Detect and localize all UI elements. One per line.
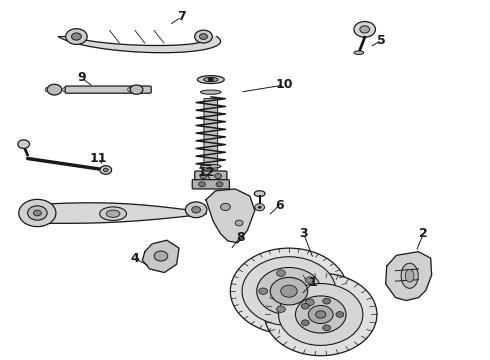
Circle shape: [130, 85, 143, 94]
Text: 5: 5: [377, 33, 386, 47]
Circle shape: [257, 267, 321, 315]
Ellipse shape: [133, 87, 137, 92]
Circle shape: [18, 140, 29, 148]
Polygon shape: [58, 37, 220, 53]
Circle shape: [154, 251, 168, 261]
Ellipse shape: [57, 87, 61, 92]
Ellipse shape: [401, 263, 418, 288]
Circle shape: [235, 220, 243, 226]
Circle shape: [308, 305, 333, 324]
FancyBboxPatch shape: [65, 86, 151, 93]
Circle shape: [354, 22, 375, 37]
Circle shape: [336, 312, 344, 318]
Circle shape: [200, 174, 207, 179]
Circle shape: [199, 34, 207, 40]
Text: 9: 9: [77, 71, 86, 84]
Circle shape: [47, 84, 62, 95]
Ellipse shape: [51, 87, 55, 92]
Circle shape: [305, 299, 314, 306]
Circle shape: [208, 77, 214, 82]
Circle shape: [305, 277, 314, 283]
Circle shape: [242, 257, 336, 325]
Circle shape: [216, 182, 223, 187]
Circle shape: [323, 298, 331, 304]
Circle shape: [195, 30, 212, 43]
Circle shape: [66, 29, 87, 44]
Circle shape: [27, 206, 47, 220]
Circle shape: [279, 284, 363, 345]
Polygon shape: [386, 252, 432, 301]
Text: 12: 12: [197, 166, 215, 179]
FancyBboxPatch shape: [195, 171, 227, 181]
Circle shape: [265, 273, 377, 356]
Circle shape: [255, 204, 265, 211]
Circle shape: [33, 210, 41, 216]
Polygon shape: [25, 203, 206, 223]
Circle shape: [277, 306, 285, 312]
Ellipse shape: [99, 207, 126, 221]
Circle shape: [316, 311, 326, 318]
Circle shape: [192, 207, 200, 213]
Text: 3: 3: [299, 227, 308, 240]
Ellipse shape: [405, 270, 414, 282]
Ellipse shape: [197, 76, 224, 84]
Circle shape: [295, 296, 346, 333]
Circle shape: [277, 270, 285, 276]
Circle shape: [220, 203, 230, 211]
Ellipse shape: [106, 210, 120, 217]
Text: 7: 7: [177, 10, 186, 23]
Text: 1: 1: [309, 276, 318, 289]
Circle shape: [323, 325, 331, 331]
Polygon shape: [143, 240, 179, 273]
Circle shape: [259, 288, 268, 294]
FancyBboxPatch shape: [204, 99, 218, 170]
Polygon shape: [206, 189, 255, 243]
Circle shape: [198, 182, 205, 187]
Circle shape: [281, 285, 297, 297]
Text: 8: 8: [236, 231, 245, 244]
Text: 10: 10: [275, 78, 293, 91]
Ellipse shape: [63, 87, 67, 92]
Ellipse shape: [354, 51, 364, 54]
Circle shape: [100, 166, 112, 174]
Circle shape: [19, 199, 56, 226]
Circle shape: [270, 278, 308, 305]
Ellipse shape: [203, 77, 218, 82]
Ellipse shape: [45, 87, 49, 92]
Circle shape: [301, 320, 309, 325]
FancyBboxPatch shape: [192, 180, 229, 189]
Circle shape: [103, 168, 108, 172]
Ellipse shape: [254, 191, 265, 197]
Ellipse shape: [200, 165, 221, 168]
Ellipse shape: [138, 87, 142, 92]
Circle shape: [301, 303, 309, 309]
Text: 2: 2: [419, 227, 428, 240]
Text: 11: 11: [90, 152, 107, 165]
Circle shape: [215, 174, 221, 179]
Ellipse shape: [128, 87, 132, 92]
Circle shape: [185, 202, 207, 218]
Text: 6: 6: [275, 199, 284, 212]
Ellipse shape: [200, 90, 221, 94]
Text: 4: 4: [131, 252, 140, 265]
Circle shape: [230, 248, 347, 334]
Circle shape: [360, 26, 369, 33]
Circle shape: [72, 33, 81, 40]
Circle shape: [258, 206, 262, 209]
